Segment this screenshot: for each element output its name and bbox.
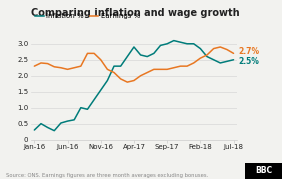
- Text: 2.7%: 2.7%: [238, 47, 259, 56]
- Text: Source: ONS. Earnings figures are three month averages excluding bonuses.: Source: ONS. Earnings figures are three …: [6, 173, 208, 178]
- Text: Comparing inflation and wage growth: Comparing inflation and wage growth: [31, 8, 240, 18]
- Text: BBC: BBC: [255, 166, 272, 175]
- Legend: Inflation %, Earnings %: Inflation %, Earnings %: [32, 10, 143, 22]
- Text: 2.5%: 2.5%: [238, 57, 259, 66]
